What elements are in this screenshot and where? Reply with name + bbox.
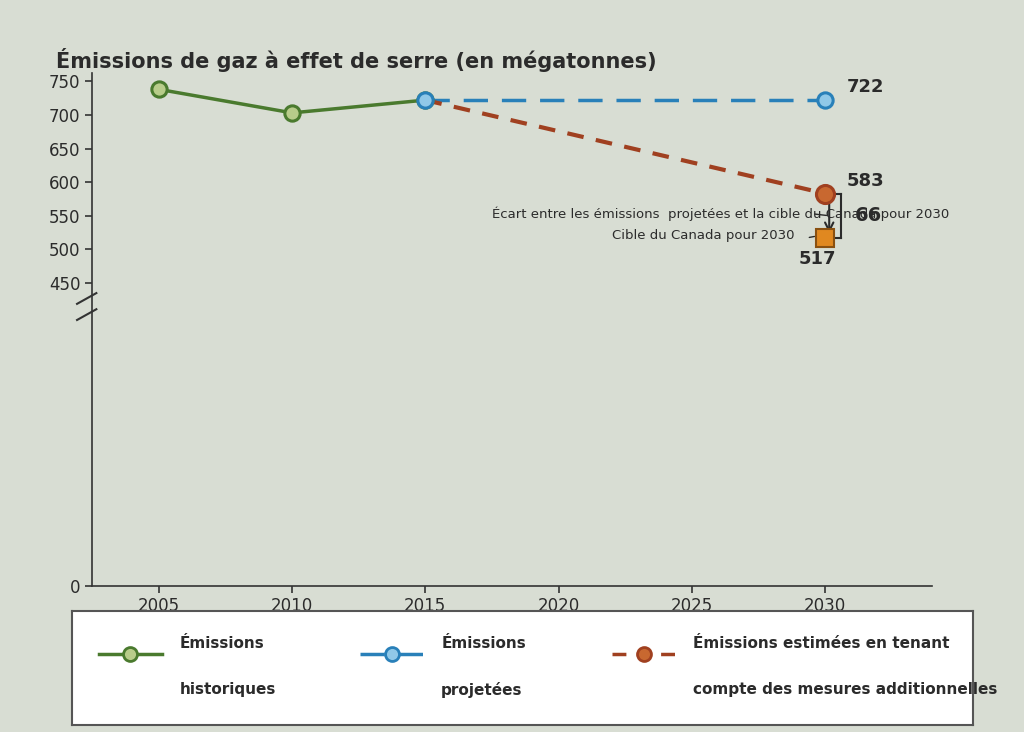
Text: Cible du Canada pour 2030: Cible du Canada pour 2030 — [612, 229, 795, 242]
Text: Émissions: Émissions — [180, 636, 264, 651]
Text: 722: 722 — [847, 78, 884, 96]
Text: 517: 517 — [799, 250, 836, 268]
Text: 583: 583 — [847, 171, 884, 190]
Text: Émissions estimées en tenant: Émissions estimées en tenant — [693, 636, 950, 651]
Text: projetées: projetées — [441, 681, 522, 698]
Text: Émissions: Émissions — [441, 636, 526, 651]
Text: historiques: historiques — [180, 681, 276, 697]
X-axis label: Année: Année — [480, 624, 544, 642]
Text: compte des mesures additionnelles: compte des mesures additionnelles — [693, 681, 997, 697]
Text: Émissions de gaz à effet de serre (en mégatonnes): Émissions de gaz à effet de serre (en mé… — [56, 48, 657, 72]
Text: Écart entre les émissions  projetées et la cible du Canada pour 2030: Écart entre les émissions projetées et l… — [492, 206, 949, 221]
Text: 66: 66 — [855, 206, 882, 225]
